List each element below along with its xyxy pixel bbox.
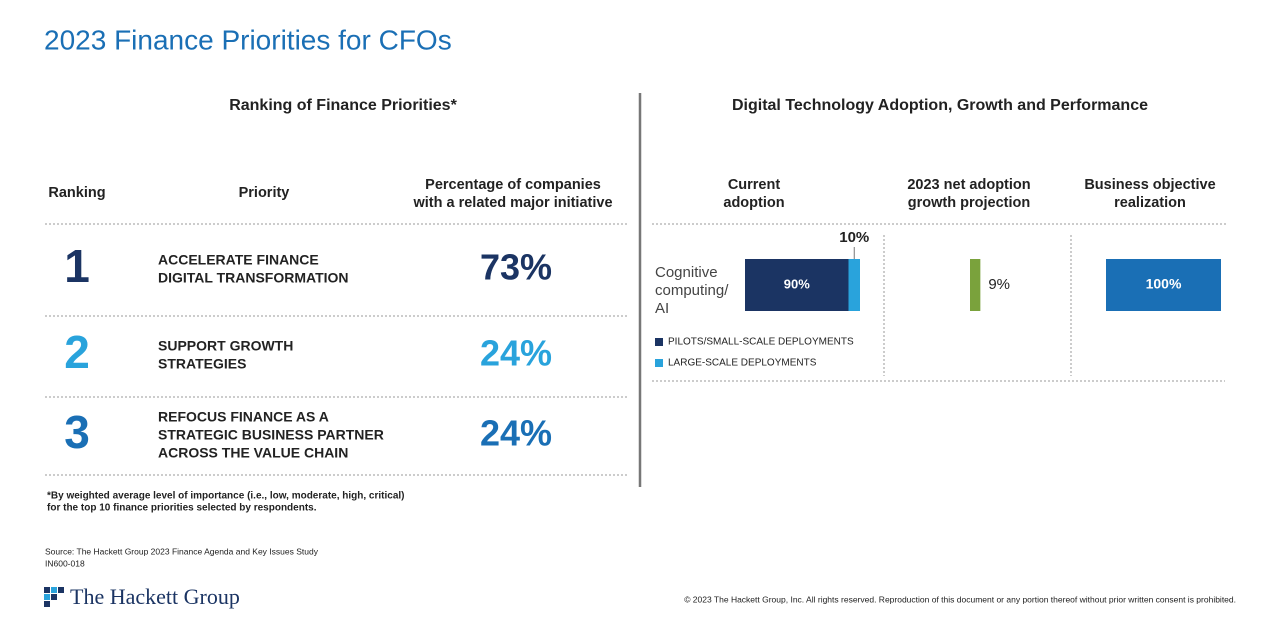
column-header: Business objective xyxy=(1084,177,1215,193)
percent: 24% xyxy=(480,333,552,374)
column-header: growth projection xyxy=(908,195,1030,211)
rank: 3 xyxy=(64,406,90,458)
priority: DIGITAL TRANSFORMATION xyxy=(158,270,349,286)
footnote: *By weighted average level of importance… xyxy=(47,491,405,502)
column-header: realization xyxy=(1114,195,1186,211)
priority: STRATEGIES xyxy=(158,356,246,372)
priority-rows: 1 ACCELERATE FINANCE DIGITAL TRANSFORMATIO… xyxy=(64,240,552,461)
priority: REFOCUS FINANCE AS A xyxy=(158,409,329,425)
percent: 24% xyxy=(480,413,552,454)
row-label: computing/ xyxy=(655,282,729,299)
rank: 2 xyxy=(64,326,90,378)
column-header: Priority xyxy=(239,185,290,201)
bar-label: 90% xyxy=(784,276,810,291)
rank: 1 xyxy=(64,240,90,292)
column-header: Current xyxy=(728,177,781,193)
bar-label: 10% xyxy=(839,229,869,246)
column-header: Percentage of companies xyxy=(425,177,601,193)
priority: ACCELERATE FINANCE xyxy=(158,252,319,268)
source: Source: The Hackett Group 2023 Finance A… xyxy=(45,546,319,556)
bar xyxy=(1106,259,1221,311)
priority: SUPPORT GROWTH xyxy=(158,338,293,354)
legend-swatch xyxy=(655,359,663,367)
priority: STRATEGIC BUSINESS PARTNER xyxy=(158,427,384,443)
bar-segment xyxy=(848,259,860,311)
legend-swatch xyxy=(655,338,663,346)
bar-label: 100% xyxy=(1146,276,1182,292)
left-heading: Ranking of Finance Priorities* xyxy=(229,97,457,114)
right-heading: Digital Technology Adoption, Growth and … xyxy=(732,97,1148,114)
bar xyxy=(970,259,981,311)
footnote: for the top 10 finance priorities select… xyxy=(47,503,317,514)
copyright: © 2023 The Hackett Group, Inc. All right… xyxy=(684,594,1236,604)
title: 2023 Finance Priorities for CFOs xyxy=(44,24,452,55)
column-header: with a related major initiative xyxy=(412,195,612,211)
source: IN600-018 xyxy=(45,558,85,568)
legend-label: PILOTS/SMALL-SCALE DEPLOYMENTS xyxy=(668,337,854,348)
bar-label: 9% xyxy=(988,276,1010,293)
column-header: Ranking xyxy=(48,185,105,201)
legend-label: LARGE-SCALE DEPLOYMENTS xyxy=(668,358,817,369)
priority: ACROSS THE VALUE CHAIN xyxy=(158,445,348,461)
column-header: 2023 net adoption xyxy=(907,177,1030,193)
bar-segment xyxy=(745,259,849,311)
logo-icon xyxy=(44,587,64,607)
column-header: adoption xyxy=(723,195,784,211)
row-label: AI xyxy=(655,300,669,317)
adoption-chart: 90% PILOTS/SMALL-SCALE DEPLOYMENTS 10% LARG… xyxy=(655,229,1221,369)
logo: The Hackett Group xyxy=(70,584,240,609)
percent: 73% xyxy=(480,247,552,288)
row-label: Cognitive xyxy=(655,264,718,281)
